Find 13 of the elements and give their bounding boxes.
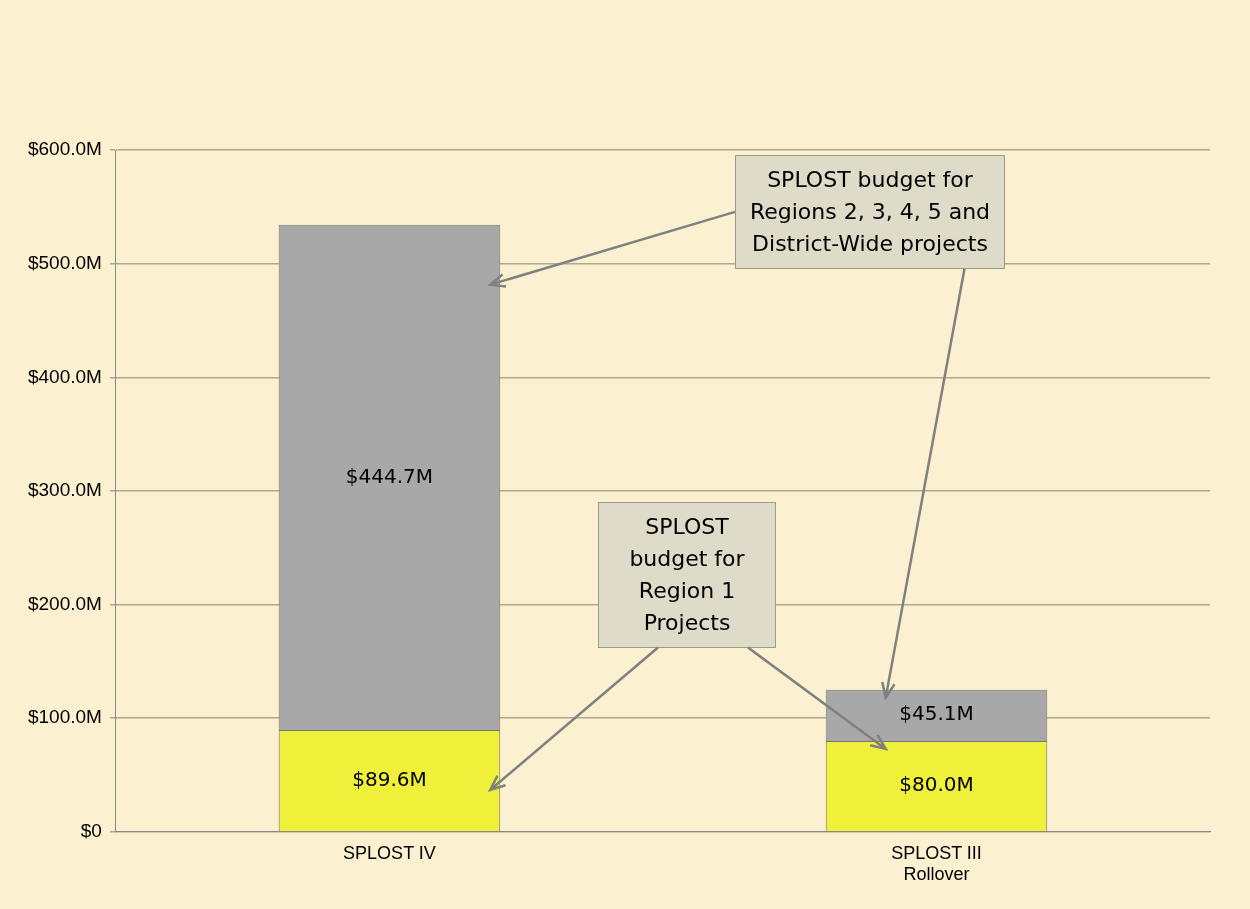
data-label: $89.6M — [352, 766, 427, 791]
data-label: $45.1M — [899, 701, 974, 726]
y-tick-label: $300.0M — [27, 479, 102, 501]
y-tick-label: $200.0M — [27, 592, 102, 614]
data-label: $80.0M — [899, 772, 974, 797]
data-label: $444.7M — [345, 463, 434, 488]
y-tick-label: $500.0M — [27, 251, 102, 273]
y-tick-label: $400.0M — [27, 365, 102, 387]
x-tick-label: SPLOST IV — [343, 842, 436, 863]
y-tick-label: $600.0M — [27, 138, 102, 160]
y-tick-label: $100.0M — [27, 706, 102, 728]
x-tick-label: SPLOST III Rollover — [891, 842, 982, 885]
y-tick-label: $0 — [80, 820, 102, 842]
